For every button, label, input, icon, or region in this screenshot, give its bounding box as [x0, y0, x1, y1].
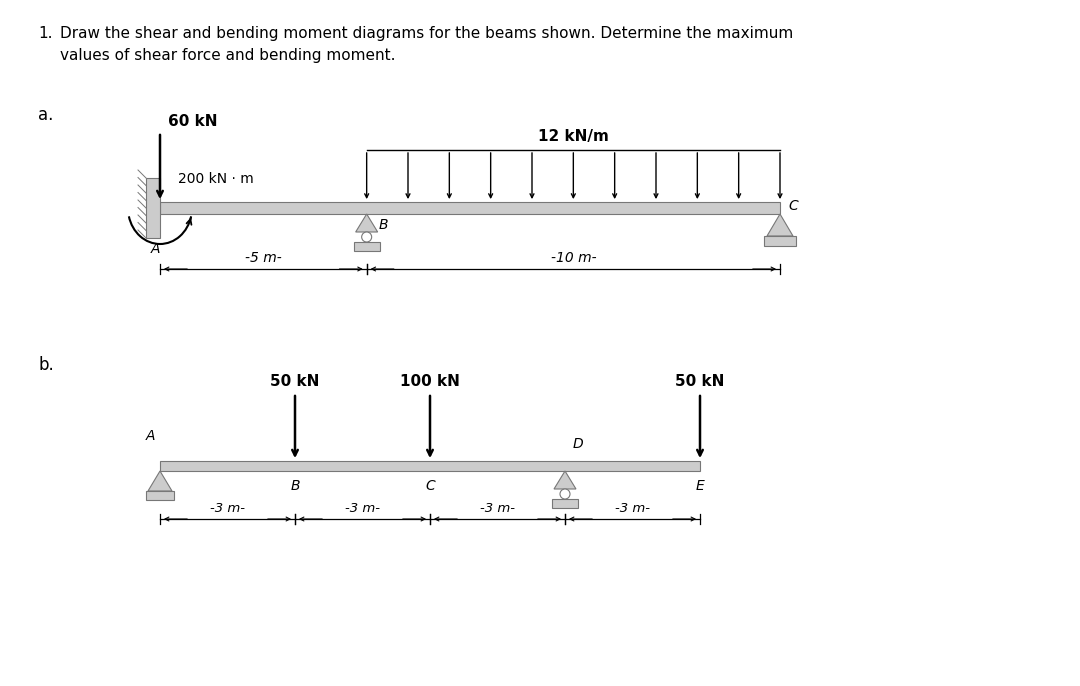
Text: 12 kN/m: 12 kN/m [538, 129, 609, 144]
Bar [160, 461, 700, 471]
Text: b.: b. [38, 356, 54, 374]
Text: Draw the shear and bending moment diagrams for the beams shown. Determine the ma: Draw the shear and bending moment diagra… [60, 26, 793, 41]
Text: -5 m-: -5 m- [245, 251, 282, 265]
Text: 100 kN: 100 kN [400, 374, 460, 389]
Text: B: B [291, 479, 300, 493]
Polygon shape [554, 471, 576, 489]
Text: 50 kN: 50 kN [675, 374, 725, 389]
Bar [552, 499, 578, 508]
Text: 60 kN: 60 kN [168, 114, 217, 129]
Circle shape [362, 232, 372, 242]
Bar [764, 236, 796, 246]
Text: -3 m-: -3 m- [615, 502, 650, 515]
Text: A: A [150, 242, 160, 256]
Text: -3 m-: -3 m- [210, 502, 245, 515]
Text: 200 kN · m: 200 kN · m [178, 172, 254, 186]
Text: -3 m-: -3 m- [480, 502, 515, 515]
Bar [160, 202, 780, 214]
Text: B: B [379, 218, 388, 232]
Text: a.: a. [38, 106, 53, 124]
Text: E: E [696, 479, 704, 493]
Polygon shape [767, 214, 793, 236]
Text: C: C [426, 479, 435, 493]
Text: A: A [146, 429, 156, 443]
Polygon shape [355, 214, 378, 232]
Bar [146, 178, 160, 238]
Bar [146, 491, 174, 500]
Polygon shape [148, 471, 172, 491]
Text: values of shear force and bending moment.: values of shear force and bending moment… [60, 48, 395, 63]
Text: C: C [788, 199, 798, 213]
Text: 50 kN: 50 kN [270, 374, 320, 389]
Text: D: D [573, 437, 583, 451]
Bar [353, 242, 380, 251]
Text: -10 m-: -10 m- [551, 251, 596, 265]
Text: -3 m-: -3 m- [345, 502, 380, 515]
Text: 1.: 1. [38, 26, 53, 41]
Circle shape [561, 489, 570, 499]
